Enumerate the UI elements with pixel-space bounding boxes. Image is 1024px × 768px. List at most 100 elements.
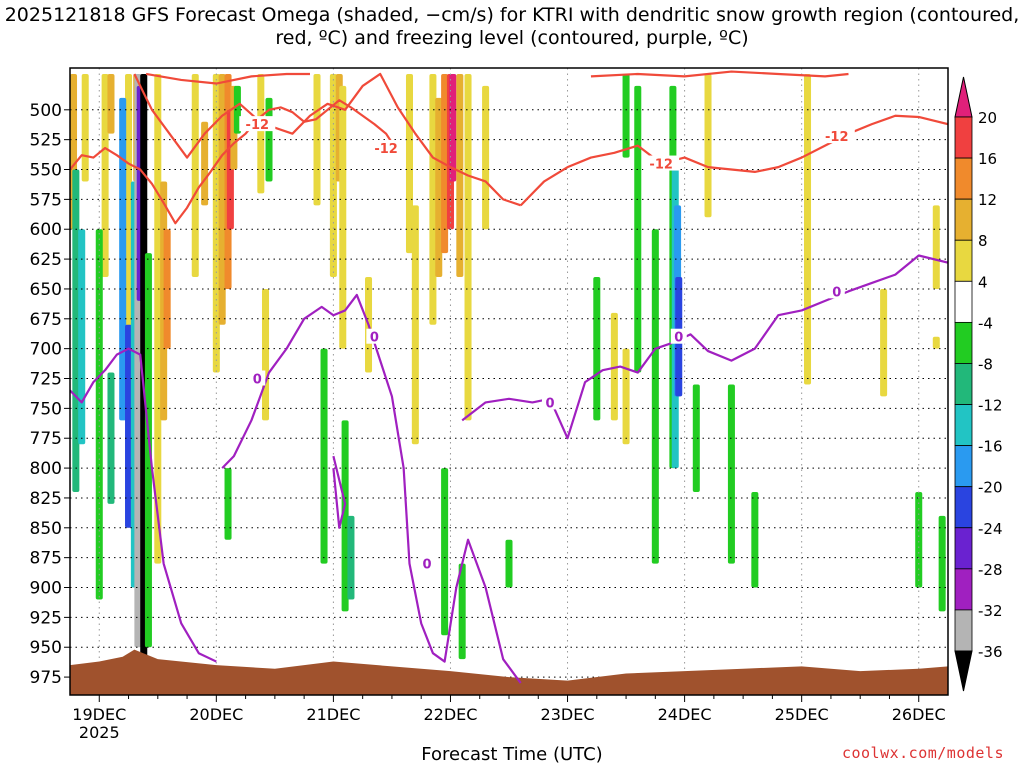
colorbar-bin-3 bbox=[954, 239, 973, 282]
y-tick-label-575: 575 bbox=[30, 190, 62, 210]
colorbar-bin-10 bbox=[954, 527, 973, 570]
colorbar-bin-11 bbox=[954, 568, 973, 611]
contour-label-0: -12 bbox=[246, 118, 270, 133]
colorbar-bin-8 bbox=[954, 445, 973, 488]
x-tick-label-25DEC: 25DEC bbox=[775, 705, 829, 724]
omega-region-23 bbox=[405, 73, 414, 254]
omega-region-18 bbox=[313, 73, 321, 206]
omega-region-71 bbox=[915, 491, 923, 588]
omega-region-69 bbox=[727, 384, 735, 564]
contour-label-bg-0 bbox=[239, 116, 276, 132]
omega-region-43 bbox=[107, 372, 115, 504]
y-tick-label-750: 750 bbox=[30, 399, 62, 419]
x-axis-label: Forecast Time (UTC) bbox=[421, 744, 603, 765]
colorbar-tick-11: -28 bbox=[978, 561, 1003, 579]
y-tick-label-725: 725 bbox=[30, 370, 62, 390]
y-tick-label-825: 825 bbox=[30, 489, 62, 509]
omega-region-25 bbox=[429, 73, 437, 325]
dendritic-contour-3 bbox=[145, 72, 310, 85]
colorbar-top-arrow bbox=[954, 76, 973, 118]
y-tick-label-950: 950 bbox=[30, 638, 62, 658]
colorbar-bin-6 bbox=[954, 363, 973, 405]
x-year-label: 2025 bbox=[79, 723, 120, 742]
freezing-level-contour-3 bbox=[332, 455, 347, 529]
omega-region-54 bbox=[320, 348, 328, 564]
colorbar-bin-12 bbox=[954, 609, 973, 652]
colorbar-bin-2 bbox=[954, 198, 973, 241]
colorbar-tick-9: -20 bbox=[978, 479, 1003, 497]
y-tick-label-900: 900 bbox=[30, 579, 62, 599]
y-tick-label-800: 800 bbox=[30, 459, 62, 479]
omega-region-52 bbox=[233, 85, 241, 134]
contour-label-bg-9 bbox=[828, 283, 845, 299]
omega-region-32 bbox=[482, 85, 490, 230]
terrain-fill bbox=[70, 649, 948, 695]
omega-region-57 bbox=[441, 468, 449, 636]
omega-region-38 bbox=[932, 205, 940, 289]
omega-region-3 bbox=[107, 73, 115, 134]
omega-region-24 bbox=[411, 205, 419, 445]
omega-region-29 bbox=[449, 73, 457, 182]
colorbar-tick-10: -24 bbox=[978, 520, 1003, 538]
colorbar-bin-1 bbox=[954, 157, 973, 200]
omega-region-61 bbox=[622, 73, 630, 158]
omega-region-10 bbox=[201, 121, 209, 206]
omega-region-16 bbox=[257, 73, 265, 194]
colorbar-tick-12: -32 bbox=[978, 602, 1003, 620]
contour-label-5: 0 bbox=[370, 331, 379, 346]
x-tick-label-22DEC: 22DEC bbox=[423, 705, 477, 724]
y-tick-label-775: 775 bbox=[30, 429, 62, 449]
terrain-layer bbox=[70, 649, 948, 695]
x-tick-label-24DEC: 24DEC bbox=[658, 705, 712, 724]
omega-region-8 bbox=[163, 229, 171, 349]
colorbar-bin-5 bbox=[954, 321, 973, 364]
omega-region-1 bbox=[81, 73, 89, 182]
credit-text: coolwx.com/models bbox=[841, 744, 1004, 762]
colorbar-tick-0: 20 bbox=[978, 109, 997, 127]
omega-region-50 bbox=[144, 253, 152, 648]
y-tick-label-650: 650 bbox=[30, 280, 62, 300]
contour-label-7: 0 bbox=[545, 396, 554, 411]
omega-region-17 bbox=[261, 288, 270, 421]
freezing-level-contour-0 bbox=[70, 347, 217, 663]
omega-region-72 bbox=[938, 515, 946, 612]
colorbar-tick-1: 16 bbox=[978, 150, 997, 168]
y-tick-label-925: 925 bbox=[30, 608, 62, 628]
contour-label-bg-1 bbox=[368, 140, 405, 156]
colorbar-bin-9 bbox=[954, 486, 973, 529]
omega-region-2 bbox=[101, 73, 109, 277]
omega-region-40 bbox=[72, 169, 80, 492]
dendritic-contour-1 bbox=[133, 72, 522, 207]
omega-shading bbox=[70, 73, 946, 660]
contour-label-2: -12 bbox=[649, 158, 673, 173]
contour-label-4: 0 bbox=[253, 373, 262, 388]
omega-region-21 bbox=[339, 85, 347, 349]
dendritic-contour-0 bbox=[70, 99, 399, 225]
contour-label-bg-3 bbox=[818, 128, 855, 144]
omega-region-41 bbox=[78, 229, 86, 445]
colorbar: 20 16 12 8 4 -4 -8 -12 -16 -20 -24 -28 -32 -36 bbox=[954, 76, 1003, 692]
omega-region-39 bbox=[932, 336, 940, 349]
contour-label-layer: -12 -12 -12 -12 0 0 0 0 0 0 bbox=[239, 116, 855, 573]
colorbar-bottom-arrow bbox=[954, 650, 973, 692]
omega-region-60 bbox=[593, 277, 601, 421]
y-tick-label-550: 550 bbox=[30, 161, 62, 181]
omega-region-33 bbox=[610, 312, 618, 421]
omega-region-19 bbox=[329, 73, 337, 277]
colorbar-tick-5: -4 bbox=[978, 314, 993, 332]
colorbar-tick-6: -8 bbox=[978, 355, 993, 373]
contour-label-bg-5 bbox=[366, 328, 383, 344]
omega-region-4 bbox=[125, 73, 133, 337]
freezing-level-contour-2 bbox=[461, 254, 948, 440]
x-tick-label-23DEC: 23DEC bbox=[541, 705, 595, 724]
y-tick-label-700: 700 bbox=[30, 340, 62, 360]
y-tick-label-625: 625 bbox=[30, 250, 62, 270]
colorbar-bin-4 bbox=[954, 280, 973, 323]
contour-label-bg-4 bbox=[249, 370, 266, 386]
x-tick-label-21DEC: 21DEC bbox=[306, 705, 360, 724]
contour-label-bg-6 bbox=[419, 555, 436, 571]
omega-region-35 bbox=[704, 73, 712, 218]
x-tick-label-26DEC: 26DEC bbox=[892, 705, 946, 724]
contour-label-bg-7 bbox=[541, 394, 558, 410]
y-tick-label-500: 500 bbox=[30, 101, 62, 121]
